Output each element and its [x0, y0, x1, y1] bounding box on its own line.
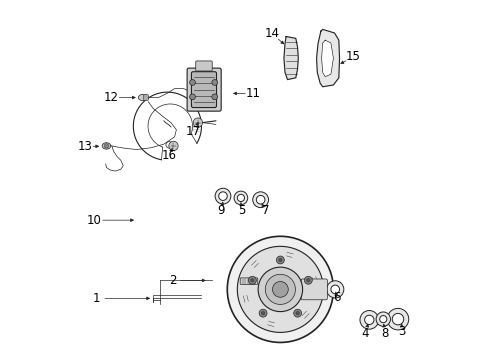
Circle shape: [193, 118, 202, 127]
Circle shape: [261, 311, 264, 315]
Circle shape: [386, 309, 408, 330]
Polygon shape: [316, 30, 339, 87]
Circle shape: [211, 94, 217, 100]
Circle shape: [259, 309, 266, 317]
Text: 17: 17: [186, 125, 201, 138]
Text: 3: 3: [398, 325, 405, 338]
Circle shape: [234, 191, 247, 205]
Text: 9: 9: [217, 204, 224, 217]
Text: 16: 16: [162, 149, 176, 162]
Circle shape: [211, 80, 217, 85]
Circle shape: [272, 282, 287, 297]
Ellipse shape: [102, 143, 110, 149]
Circle shape: [295, 311, 299, 315]
Circle shape: [364, 315, 373, 324]
Circle shape: [189, 94, 195, 100]
Text: 8: 8: [381, 327, 388, 340]
Text: 10: 10: [87, 214, 102, 227]
Text: 5: 5: [238, 204, 245, 217]
Text: 13: 13: [77, 140, 92, 153]
Circle shape: [227, 236, 333, 342]
Circle shape: [379, 316, 386, 323]
Circle shape: [304, 276, 312, 284]
Text: 15: 15: [345, 50, 360, 63]
Text: 1: 1: [93, 292, 101, 305]
Circle shape: [375, 312, 389, 326]
FancyBboxPatch shape: [195, 61, 212, 71]
Circle shape: [189, 80, 195, 85]
Circle shape: [256, 195, 264, 204]
Text: 4: 4: [361, 327, 368, 339]
FancyBboxPatch shape: [240, 278, 257, 284]
Circle shape: [248, 276, 256, 284]
Circle shape: [215, 188, 230, 204]
Circle shape: [359, 311, 378, 329]
FancyBboxPatch shape: [301, 279, 326, 300]
Text: 6: 6: [332, 291, 340, 304]
Text: 2: 2: [169, 274, 176, 287]
FancyBboxPatch shape: [187, 68, 221, 111]
Ellipse shape: [138, 94, 148, 101]
Circle shape: [306, 279, 309, 282]
FancyBboxPatch shape: [143, 95, 148, 100]
Polygon shape: [321, 40, 333, 77]
Circle shape: [265, 274, 295, 305]
Circle shape: [258, 267, 302, 312]
Text: 14: 14: [264, 27, 279, 40]
FancyBboxPatch shape: [191, 72, 216, 108]
Polygon shape: [284, 37, 298, 80]
Circle shape: [218, 192, 227, 201]
Circle shape: [326, 281, 343, 298]
Circle shape: [252, 192, 268, 208]
Circle shape: [237, 194, 244, 202]
Circle shape: [276, 256, 284, 264]
Text: 7: 7: [261, 204, 268, 217]
Circle shape: [104, 144, 108, 148]
Circle shape: [278, 258, 282, 262]
Circle shape: [293, 309, 301, 317]
Circle shape: [330, 285, 339, 294]
Text: 11: 11: [245, 87, 261, 100]
Circle shape: [237, 246, 323, 332]
Text: 12: 12: [103, 91, 119, 104]
Circle shape: [250, 279, 254, 282]
Circle shape: [391, 314, 403, 325]
Circle shape: [168, 141, 178, 150]
